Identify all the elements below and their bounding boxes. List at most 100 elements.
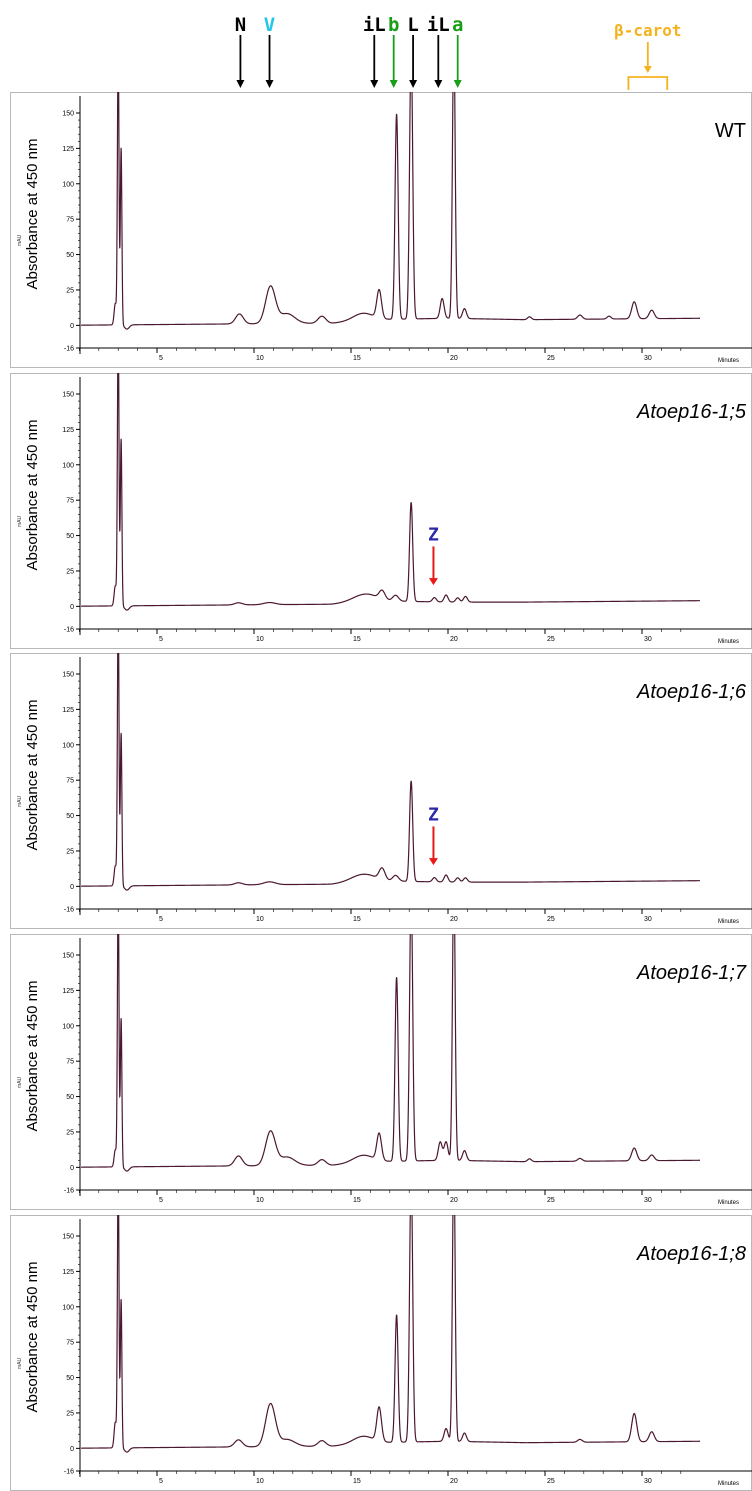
x-tick-label: 10 xyxy=(256,1197,264,1204)
x-tick-label: 20 xyxy=(450,916,458,923)
y-tick-label: 75 xyxy=(66,498,74,505)
y-tick-label: 25 xyxy=(66,287,74,294)
x-tick-label: 10 xyxy=(256,1478,264,1485)
y-tick-label: 150 xyxy=(62,952,74,959)
compound-marker-arrowhead xyxy=(409,80,418,88)
x-tick-label: 20 xyxy=(450,1197,458,1204)
y-tick-label: 0 xyxy=(70,884,74,891)
x-tick-label: 10 xyxy=(256,916,264,923)
x-tick-label: 25 xyxy=(547,636,555,643)
x-tick-label: 25 xyxy=(547,1478,555,1485)
y-tick-label: 25 xyxy=(66,1129,74,1136)
compound-marker-arrowhead xyxy=(236,80,245,88)
panel-label: WT xyxy=(715,120,746,142)
y-tick-label: 125 xyxy=(62,988,74,995)
x-tick-label: 15 xyxy=(353,916,361,923)
x-tick-label: 5 xyxy=(159,1197,163,1204)
y-tick-label: 100 xyxy=(62,742,74,749)
chromatogram-panel: -16 0 25 50 75 100 125 150 5 10 15 20 25 30 Minutes mAU… xyxy=(10,373,752,649)
y-tick-label: 100 xyxy=(62,1023,74,1030)
absorbance-trace xyxy=(81,373,701,611)
y-tick-label: 100 xyxy=(62,181,74,188)
y-tick-label: 125 xyxy=(62,146,74,153)
y-axis-title: Absorbance at 450 nm xyxy=(24,420,41,571)
y-tick-label: -16 xyxy=(64,1469,74,1476)
y-tick-label: 50 xyxy=(66,1094,74,1101)
x-tick-label: 5 xyxy=(159,1478,163,1485)
x-unit-label: Minutes xyxy=(718,919,739,925)
z-marker-arrowhead xyxy=(428,578,438,586)
x-tick-label: 30 xyxy=(644,1197,652,1204)
chromatogram-svg: -16 0 25 50 75 100 125 150 5 10 15 20 25 30 Minutes mAU… xyxy=(10,373,752,649)
compound-marker-arrowhead xyxy=(370,80,379,88)
panel-frame xyxy=(10,373,752,649)
compound-marker-label: L xyxy=(407,14,418,36)
y-unit-label: mAU xyxy=(17,796,23,808)
compound-marker-label: V xyxy=(264,14,275,36)
chromatogram-panel: -16 0 25 50 75 100 125 150 5 10 15 20 25 30 Minutes mAU… xyxy=(10,934,752,1210)
y-tick-label: 25 xyxy=(66,1410,74,1417)
panel-frame xyxy=(10,1215,752,1491)
y-tick-label: 125 xyxy=(62,707,74,714)
y-tick-label: 0 xyxy=(70,1165,74,1172)
y-tick-label: -16 xyxy=(64,907,74,914)
y-tick-label: 75 xyxy=(66,1340,74,1347)
beta-carotene-arrowhead xyxy=(643,66,652,73)
y-axis-title: Absorbance at 450 nm xyxy=(24,1262,41,1413)
absorbance-trace xyxy=(81,92,701,330)
x-tick-label: 5 xyxy=(159,916,163,923)
chromatogram-svg: -16 0 25 50 75 100 125 150 5 10 15 20 25 30 Minutes mAU… xyxy=(10,653,752,929)
x-unit-label: Minutes xyxy=(718,1481,739,1487)
chromatogram-panel: -16 0 25 50 75 100 125 150 5 10 15 20 25 30 Minutes mAU… xyxy=(10,1215,752,1491)
absorbance-trace xyxy=(81,934,701,1172)
x-tick-label: 5 xyxy=(159,355,163,362)
y-tick-label: 150 xyxy=(62,671,74,678)
compound-marker-arrowhead xyxy=(265,80,274,88)
chromatogram-panel: -16 0 25 50 75 100 125 150 5 10 15 20 25 30 Minutes mAU… xyxy=(10,653,752,929)
y-tick-label: 150 xyxy=(62,391,74,398)
y-tick-label: 25 xyxy=(66,848,74,855)
y-tick-label: 0 xyxy=(70,604,74,611)
x-tick-label: 15 xyxy=(353,1478,361,1485)
x-tick-label: 25 xyxy=(547,916,555,923)
compound-marker-label: iL xyxy=(427,14,450,36)
x-tick-label: 15 xyxy=(353,1197,361,1204)
panel-label: Atoep16-1;6 xyxy=(636,681,747,703)
y-tick-label: 50 xyxy=(66,813,74,820)
y-tick-label: 0 xyxy=(70,323,74,330)
compound-marker-label: a xyxy=(452,14,463,36)
compound-marker-label: b xyxy=(388,14,399,36)
y-tick-label: 25 xyxy=(66,568,74,575)
x-tick-label: 10 xyxy=(256,355,264,362)
panel-frame xyxy=(10,934,752,1210)
y-tick-label: 50 xyxy=(66,1375,74,1382)
y-tick-label: -16 xyxy=(64,346,74,353)
y-tick-label: 125 xyxy=(62,1269,74,1276)
x-tick-label: 25 xyxy=(547,1197,555,1204)
x-tick-label: 15 xyxy=(353,636,361,643)
x-tick-label: 25 xyxy=(547,355,555,362)
panel-frame xyxy=(10,653,752,929)
y-tick-label: 100 xyxy=(62,1304,74,1311)
x-unit-label: Minutes xyxy=(718,639,739,645)
x-unit-label: Minutes xyxy=(718,358,739,364)
compound-marker-arrowhead xyxy=(434,80,443,88)
compound-marker-label: N xyxy=(235,14,246,36)
y-tick-label: 150 xyxy=(62,1233,74,1240)
y-tick-label: 50 xyxy=(66,533,74,540)
x-tick-label: 20 xyxy=(450,355,458,362)
absorbance-trace xyxy=(81,1215,701,1453)
chromatogram-panel: -16 0 25 50 75 100 125 150 5 10 15 20 25 30 Minutes mAU… xyxy=(10,92,752,368)
y-unit-label: mAU xyxy=(17,1358,23,1370)
panel-frame xyxy=(10,92,752,368)
y-axis-title: Absorbance at 450 nm xyxy=(24,700,41,851)
chromatogram-svg: -16 0 25 50 75 100 125 150 5 10 15 20 25 30 Minutes mAU… xyxy=(10,934,752,1210)
y-tick-label: -16 xyxy=(64,1188,74,1195)
y-tick-label: 75 xyxy=(66,778,74,785)
y-tick-label: 75 xyxy=(66,217,74,224)
x-tick-label: 30 xyxy=(644,636,652,643)
compound-marker-arrowhead xyxy=(453,80,462,88)
panel-label: Atoep16-1;5 xyxy=(636,401,747,423)
